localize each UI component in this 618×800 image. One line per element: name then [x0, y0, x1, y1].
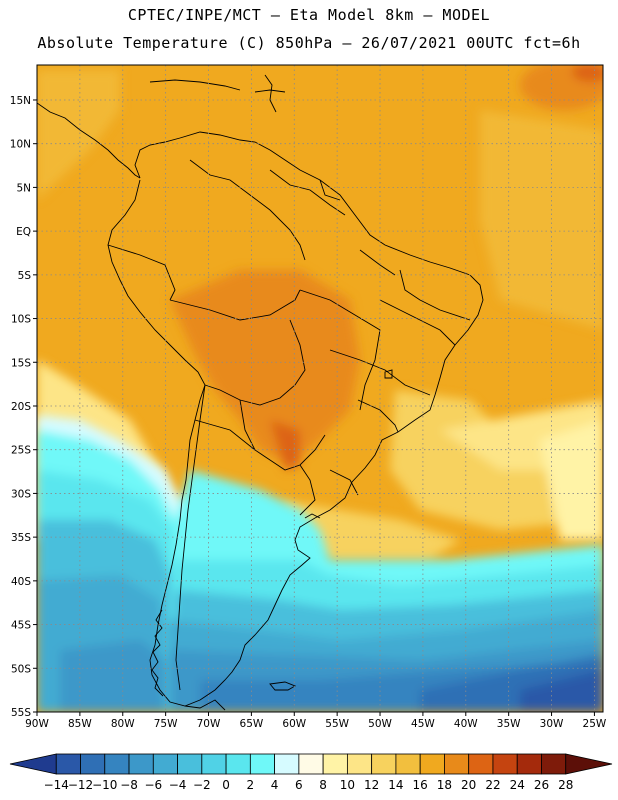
colorbar-segment — [80, 753, 106, 775]
colorbar-label: −6 — [144, 778, 162, 792]
colorbar-label: 28 — [558, 778, 573, 792]
lon-label: 30W — [540, 718, 564, 730]
lat-label: 15N — [10, 95, 31, 107]
color-legend: −14−12−10 −8 −6 −4 −2 0 2 4 6 8 10 12 14 16 18 20 22 24 26… — [9, 753, 613, 792]
colorbar-segment — [371, 753, 397, 775]
lat-label: 55S — [11, 707, 31, 719]
map-frame — [36, 64, 604, 713]
colorbar-label: 14 — [388, 778, 403, 792]
coastlines — [37, 74, 484, 711]
colorbar-label: 16 — [413, 778, 428, 792]
colorbar-segment — [444, 753, 470, 775]
colorbar-label: 24 — [510, 778, 525, 792]
lat-label: EQ — [16, 226, 31, 238]
lat-label: 20S — [11, 401, 31, 413]
colorbar-segment — [346, 753, 373, 775]
lat-label: 30S — [11, 488, 31, 500]
lat-label: 50S — [11, 663, 31, 675]
colorbar-label: −10 — [92, 778, 117, 792]
colorbar-segment — [395, 753, 421, 775]
colorbar-label: −4 — [169, 778, 187, 792]
colorbar-label: 12 — [364, 778, 379, 792]
colorbar-segment — [565, 753, 613, 775]
lon-label: 70W — [197, 718, 221, 730]
colorbar-segment — [201, 753, 227, 775]
temperature-field — [37, 65, 603, 712]
colorbar-segment — [225, 753, 251, 775]
colorbar-segment — [516, 753, 542, 775]
colorbar-label: 6 — [295, 778, 303, 792]
lon-label: 40W — [454, 718, 478, 730]
colorbar-label: 18 — [437, 778, 452, 792]
colorbar-segment — [128, 753, 154, 775]
lon-label: 55W — [325, 718, 349, 730]
lat-label: 25S — [11, 445, 31, 457]
colorbar-segment — [9, 753, 57, 775]
colorbar-segment — [274, 753, 300, 775]
lon-label: 85W — [68, 718, 92, 730]
colorbar-segment — [419, 753, 445, 775]
colorbar-segment — [322, 753, 348, 775]
colorbar-label: 10 — [340, 778, 355, 792]
latitude-labels: 15N 10N 5N EQ 5S 10S 15S 20S 25S 30S 35S 40S 45S 50S 5… — [10, 95, 37, 719]
colorbar-segment — [541, 753, 567, 775]
colorbar-segment — [152, 753, 178, 775]
colorbar-label: 2 — [247, 778, 255, 792]
lat-label: 10N — [10, 139, 31, 151]
colorbar-label: 8 — [319, 778, 327, 792]
lat-label: 10S — [11, 314, 31, 326]
map-title: CPTEC/INPE/MCT — Eta Model 8km — MODEL — [127, 6, 491, 24]
lon-label: 35W — [497, 718, 521, 730]
lon-label: 90W — [25, 718, 49, 730]
lon-label: 65W — [240, 718, 264, 730]
colorbar-label: 0 — [222, 778, 230, 792]
lon-label: 60W — [282, 718, 306, 730]
colorbar-label: 4 — [271, 778, 279, 792]
lat-label: 5N — [16, 182, 31, 194]
longitude-labels: 90W 85W 80W 75W 70W 65W 60W 55W 50W 45W 40W 35W 30W 2… — [25, 712, 607, 730]
map-subtitle: Absolute Temperature (C) 850hPa — 26/07/… — [37, 34, 581, 52]
lat-label: 35S — [11, 532, 31, 544]
colorbar-segment — [298, 753, 324, 775]
colorbar-segment — [492, 753, 518, 775]
colorbar-label: −14 — [44, 778, 69, 792]
colorbar-label: −12 — [68, 778, 93, 792]
lon-label: 80W — [111, 718, 135, 730]
colorbar-segment — [468, 753, 494, 775]
colorbar-label: 26 — [534, 778, 549, 792]
lon-label: 25W — [583, 718, 607, 730]
colorbar-label: −8 — [120, 778, 138, 792]
lat-label: 15S — [11, 357, 31, 369]
lat-label: 45S — [11, 620, 31, 632]
colorbar-segment — [104, 753, 130, 775]
colorbar-segment — [249, 753, 276, 775]
colorbar-label: −2 — [193, 778, 211, 792]
lat-label: 5S — [18, 270, 32, 282]
lon-label: 45W — [411, 718, 435, 730]
lon-label: 75W — [154, 718, 178, 730]
colorbar-label: 20 — [461, 778, 476, 792]
lat-label: 40S — [11, 576, 31, 588]
colorbar-label: 22 — [485, 778, 500, 792]
colorbar-segment — [177, 753, 203, 775]
lon-label: 50W — [368, 718, 392, 730]
colorbar-segment — [55, 753, 81, 775]
